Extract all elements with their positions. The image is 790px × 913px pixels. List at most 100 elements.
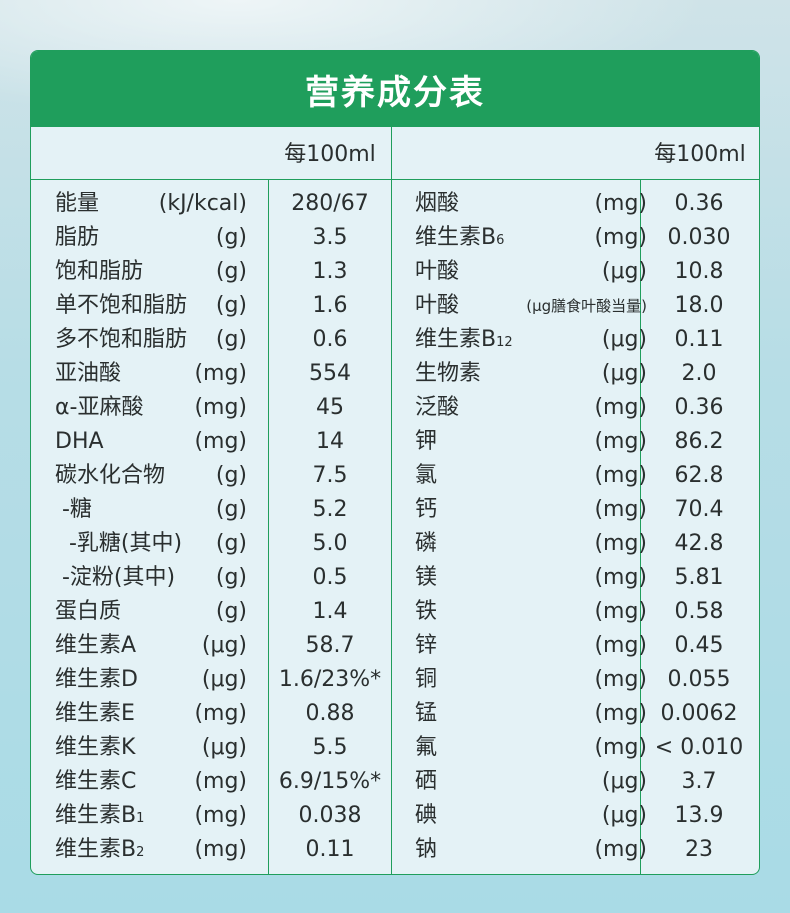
nutrient-unit: (μg) <box>601 769 647 794</box>
nutrient-unit: (mg) <box>194 837 247 862</box>
nutrient-name-text: 钙 <box>415 497 438 522</box>
nutrient-value: 0.45 <box>674 633 724 658</box>
nutrient-name-text: 钾 <box>415 429 438 454</box>
nutrient-name: 叶酸 <box>415 255 459 289</box>
nutrient-unit: (mg) <box>594 633 647 658</box>
nutrient-name-text: 维生素B <box>415 327 497 352</box>
nutrient-unit: (μg) <box>601 327 647 352</box>
nutrient-row: -糖 (g) 5.2 <box>31 493 391 527</box>
nutrient-name-text: 维生素B <box>55 837 137 862</box>
nutrient-row: 维生素D (μg) 1.6/23%* <box>31 663 391 697</box>
nutrition-title: 营养成分表 <box>31 51 759 127</box>
nutrient-name-text: 能量 <box>55 191 100 216</box>
nutrient-unit: (g) <box>215 259 247 284</box>
nutrient-name-text: 铜 <box>415 667 438 692</box>
nutrient-unit: (mg) <box>594 395 647 420</box>
nutrient-unit: (μg) <box>201 667 247 692</box>
nutrient-value: 0.6 <box>312 327 348 352</box>
nutrient-name-text: 维生素B <box>55 803 137 828</box>
nutrient-value: 1.3 <box>312 259 348 284</box>
per-100ml-label-left: 每100ml <box>284 142 376 167</box>
nutrient-unit: (μg) <box>201 735 247 760</box>
nutrient-row: 锌 (mg) 0.45 <box>391 629 759 663</box>
per-100ml-label-right: 每100ml <box>654 142 746 167</box>
nutrient-name-text: 镁 <box>415 565 438 590</box>
nutrient-name-text: 维生素K <box>55 735 136 760</box>
nutrient-row: 硒 (μg) 3.7 <box>391 765 759 799</box>
nutrient-name-text: 碘 <box>415 803 438 828</box>
nutrient-subscript: 1 <box>136 811 145 826</box>
nutrient-unit: (mg) <box>594 667 647 692</box>
nutrient-row: 维生素B1 (mg) 0.038 <box>31 799 391 833</box>
nutrient-name: 维生素K <box>55 731 135 765</box>
nutrient-value: 2.0 <box>681 361 717 386</box>
nutrient-value: 45 <box>316 395 344 420</box>
nutrient-subscript: 12 <box>496 335 513 350</box>
nutrient-row: 维生素B6 (mg) 0.030 <box>391 221 759 255</box>
nutrient-name-text: 泛酸 <box>415 395 460 420</box>
nutrient-name: 碳水化合物 <box>55 459 165 493</box>
nutrient-name: 多不饱和脂肪 <box>55 323 187 357</box>
nutrient-value: 5.0 <box>312 531 348 556</box>
nutrient-value: 86.2 <box>674 429 724 454</box>
nutrient-row: 碘 (μg) 13.9 <box>391 799 759 833</box>
nutrient-unit: (mg) <box>594 463 647 488</box>
nutrient-name-text: 氯 <box>415 463 438 488</box>
nutrient-unit: (mg) <box>594 701 647 726</box>
nutrient-name: 维生素B1 <box>55 799 144 836</box>
nutrient-unit: (g) <box>215 497 247 522</box>
nutrient-name: 维生素A <box>55 629 136 663</box>
nutrient-row: 维生素K (μg) 5.5 <box>31 731 391 765</box>
nutrient-name-text: -乳糖(其中) <box>55 531 183 556</box>
nutrient-unit: (μg) <box>601 361 647 386</box>
nutrient-unit: (g) <box>215 293 247 318</box>
nutrient-unit: (g) <box>215 565 247 590</box>
nutrient-unit: (mg) <box>194 395 247 420</box>
nutrient-unit: (mg) <box>194 361 247 386</box>
nutrient-unit: (mg) <box>594 429 647 454</box>
nutrient-name-text: 脂肪 <box>55 225 100 250</box>
nutrient-name: 氯 <box>415 459 437 493</box>
nutrient-unit: (mg) <box>194 803 247 828</box>
nutrient-row: 维生素B2 (mg) 0.11 <box>31 833 391 867</box>
nutrient-unit: (μg) <box>601 259 647 284</box>
nutrient-name-text: 维生素B <box>415 225 497 250</box>
nutrient-row: 叶酸 (μg膳食叶酸当量) 18.0 <box>391 289 759 323</box>
nutrient-row: 多不饱和脂肪 (g) 0.6 <box>31 323 391 357</box>
nutrient-value: 14 <box>316 429 344 454</box>
nutrient-unit: (mg) <box>594 191 647 216</box>
nutrient-unit: (mg) <box>594 599 647 624</box>
nutrient-name: 维生素C <box>55 765 136 799</box>
nutrient-name-text: -淀粉(其中) <box>55 565 176 590</box>
nutrient-name: α-亚麻酸 <box>55 391 143 425</box>
nutrient-row: 锰 (mg) 0.0062 <box>391 697 759 731</box>
nutrient-name-text: -糖 <box>55 497 92 522</box>
nutrient-unit: (mg) <box>594 225 647 250</box>
nutrient-name: 碘 <box>415 799 437 833</box>
nutrient-name-text: 钠 <box>415 837 438 862</box>
nutrient-name: 铁 <box>415 595 437 629</box>
nutrient-unit: (μg) <box>601 803 647 828</box>
nutrient-name: 脂肪 <box>55 221 99 255</box>
nutrient-value: 1.6 <box>312 293 348 318</box>
nutrient-row: 镁 (mg) 5.81 <box>391 561 759 595</box>
nutrient-row: 氯 (mg) 62.8 <box>391 459 759 493</box>
nutrient-name: 生物素 <box>415 357 481 391</box>
nutrient-value: 3.5 <box>312 225 348 250</box>
nutrient-value: 0.11 <box>305 837 355 862</box>
nutrient-name: -乳糖(其中) <box>55 527 182 561</box>
nutrient-name: 蛋白质 <box>55 595 121 629</box>
nutrient-row: 氟 (mg) < 0.010 <box>391 731 759 765</box>
nutrient-name: 单不饱和脂肪 <box>55 289 187 323</box>
nutrient-row: 泛酸 (mg) 0.36 <box>391 391 759 425</box>
column-header-row: 每100ml 每100ml <box>31 127 759 180</box>
nutrient-name-text: 磷 <box>415 531 438 556</box>
nutrient-value: 0.055 <box>667 667 731 692</box>
nutrient-name: 维生素B12 <box>415 323 513 360</box>
nutrient-unit: (μg) <box>201 633 247 658</box>
nutrient-row: 维生素C (mg) 6.9/15%* <box>31 765 391 799</box>
nutrient-name-text: 维生素C <box>55 769 137 794</box>
nutrient-value: 23 <box>685 837 713 862</box>
nutrient-row: 钠 (mg) 23 <box>391 833 759 867</box>
nutrient-unit: (mg) <box>594 565 647 590</box>
